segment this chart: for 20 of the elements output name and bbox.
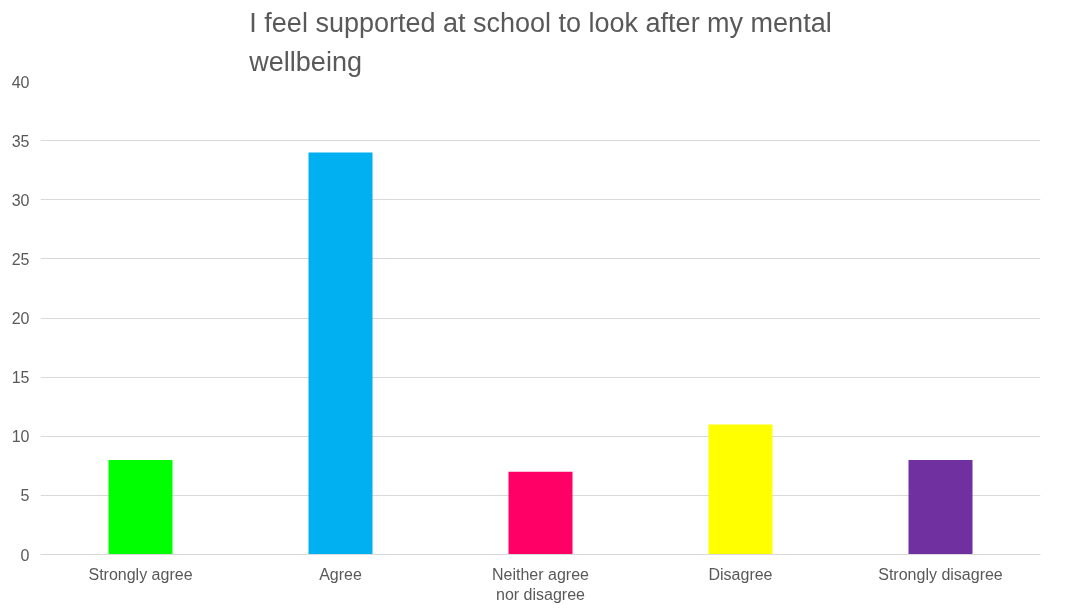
x-tick-label: Neither agree nor disagree [492, 565, 590, 603]
y-tick-label: 15 [11, 369, 30, 387]
y-tick-label: 20 [11, 310, 30, 327]
bar [308, 152, 373, 555]
bar [508, 471, 573, 555]
x-tick-label: Disagree [708, 565, 773, 583]
y-tick-label: 10 [11, 428, 30, 446]
bar [108, 459, 173, 555]
y-tick-label: 30 [11, 191, 30, 209]
y-tick-label: 40 [11, 73, 30, 91]
x-tick-label: Strongly agree [88, 565, 193, 583]
y-tick-label: 5 [20, 487, 30, 505]
chart-title: I feel supported at school to look after my mental wellbeing [248, 7, 832, 77]
x-tick-label: Agree [319, 565, 362, 583]
x-tick-label: Strongly disagree [878, 565, 1003, 583]
y-tick-label: 25 [11, 250, 30, 268]
y-tick-label: 35 [11, 132, 30, 150]
y-tick-label: 0 [20, 546, 30, 564]
bar [708, 424, 773, 555]
bar [908, 459, 973, 555]
